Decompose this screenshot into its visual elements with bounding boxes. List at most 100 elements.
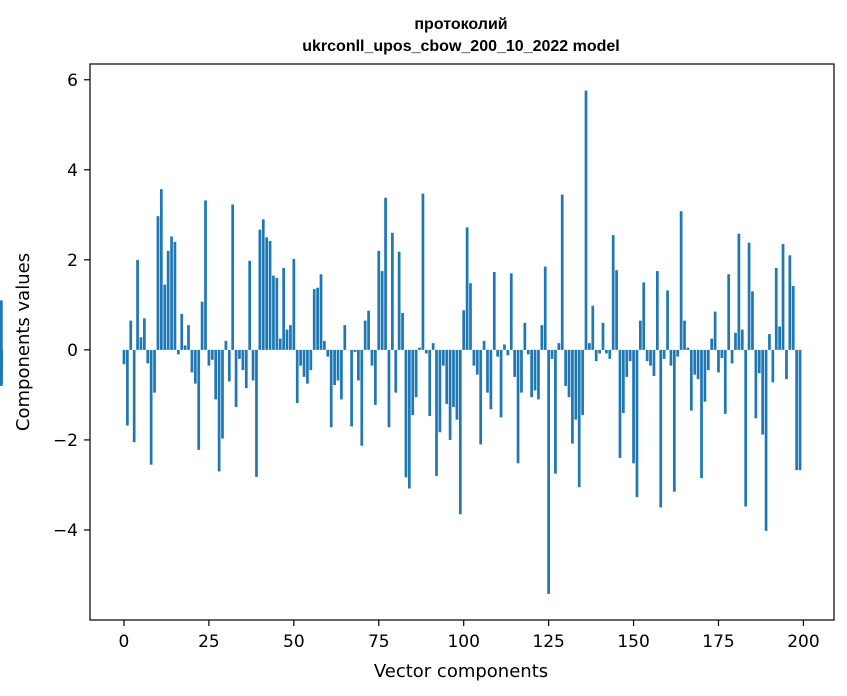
y-axis-ticks: −4 −2 0 2 4 6	[53, 71, 90, 541]
bar	[292, 258, 296, 350]
bar	[248, 260, 252, 350]
bar	[163, 284, 167, 350]
bar	[761, 349, 765, 435]
bar	[618, 349, 622, 458]
bar	[567, 349, 571, 398]
bar	[414, 349, 418, 398]
bar	[326, 349, 330, 357]
bar	[571, 349, 574, 444]
bar	[421, 193, 425, 350]
bar	[173, 241, 177, 350]
y-tick-label: −4	[53, 521, 78, 541]
bar	[768, 334, 771, 350]
bar	[445, 349, 449, 404]
bar	[404, 349, 408, 478]
bar	[435, 349, 438, 476]
bar	[540, 325, 544, 350]
bar	[139, 337, 143, 350]
bar	[370, 349, 374, 366]
x-tick-label: 75	[368, 632, 390, 652]
bar	[380, 271, 384, 350]
bar	[299, 349, 302, 366]
bar	[255, 349, 258, 477]
bar	[622, 349, 625, 413]
bar	[129, 320, 133, 350]
bar	[710, 338, 714, 350]
bar	[625, 349, 629, 377]
bar	[353, 349, 357, 353]
bar	[238, 349, 241, 359]
bar	[183, 345, 187, 350]
bar	[214, 349, 218, 400]
bar	[244, 349, 248, 389]
bar	[628, 349, 632, 362]
bar	[669, 349, 673, 366]
bar	[312, 289, 316, 350]
bar	[333, 349, 336, 385]
bar	[295, 349, 299, 403]
bar	[289, 325, 292, 350]
bar	[781, 244, 785, 350]
bar	[407, 349, 411, 489]
bar	[275, 277, 279, 350]
bar	[662, 349, 666, 359]
bar	[798, 349, 802, 471]
bar	[458, 349, 462, 515]
bar	[363, 320, 367, 350]
bar	[754, 349, 758, 419]
bar	[588, 343, 591, 350]
bar	[146, 349, 150, 364]
bar	[0, 349, 3, 385]
bar	[672, 349, 676, 492]
y-tick-label: 0	[67, 341, 78, 361]
bar	[547, 349, 550, 594]
bar	[778, 326, 781, 350]
bar	[747, 242, 751, 350]
bar	[122, 349, 126, 365]
x-tick-label: 175	[702, 632, 734, 652]
bar	[391, 232, 394, 350]
bar	[156, 216, 160, 350]
bar	[757, 349, 761, 374]
bar	[475, 349, 479, 375]
x-tick-label: 150	[617, 632, 649, 652]
bar	[350, 349, 353, 427]
bar	[200, 301, 204, 350]
bar	[462, 310, 466, 350]
bar	[207, 349, 211, 366]
bar	[132, 349, 136, 443]
y-tick-label: 6	[67, 71, 78, 91]
bar	[615, 270, 618, 350]
bar	[455, 349, 459, 420]
bar	[554, 349, 557, 474]
bar	[764, 349, 768, 531]
bar	[323, 340, 326, 350]
bar	[727, 274, 731, 350]
bar	[210, 349, 214, 360]
bar	[336, 349, 340, 381]
bar	[696, 349, 700, 380]
bar	[795, 349, 798, 471]
bar	[193, 349, 197, 384]
bar	[666, 290, 669, 350]
bar	[374, 349, 377, 405]
bar	[533, 349, 537, 391]
bar	[428, 349, 432, 417]
bar	[734, 332, 737, 350]
bar	[635, 349, 639, 498]
bar	[441, 349, 445, 366]
bar	[683, 320, 686, 350]
bar	[170, 236, 173, 350]
bar	[717, 349, 720, 373]
bar	[642, 282, 646, 350]
bar	[513, 349, 517, 377]
bar	[265, 237, 269, 350]
bar	[564, 349, 567, 386]
chart-title-line2: ukrconll_upos_cbow_200_10_2022 model	[302, 38, 619, 55]
bar	[384, 197, 387, 350]
bar	[720, 349, 724, 358]
bar	[424, 349, 428, 354]
bar	[788, 255, 792, 350]
bar	[387, 349, 391, 428]
bar	[261, 219, 265, 350]
